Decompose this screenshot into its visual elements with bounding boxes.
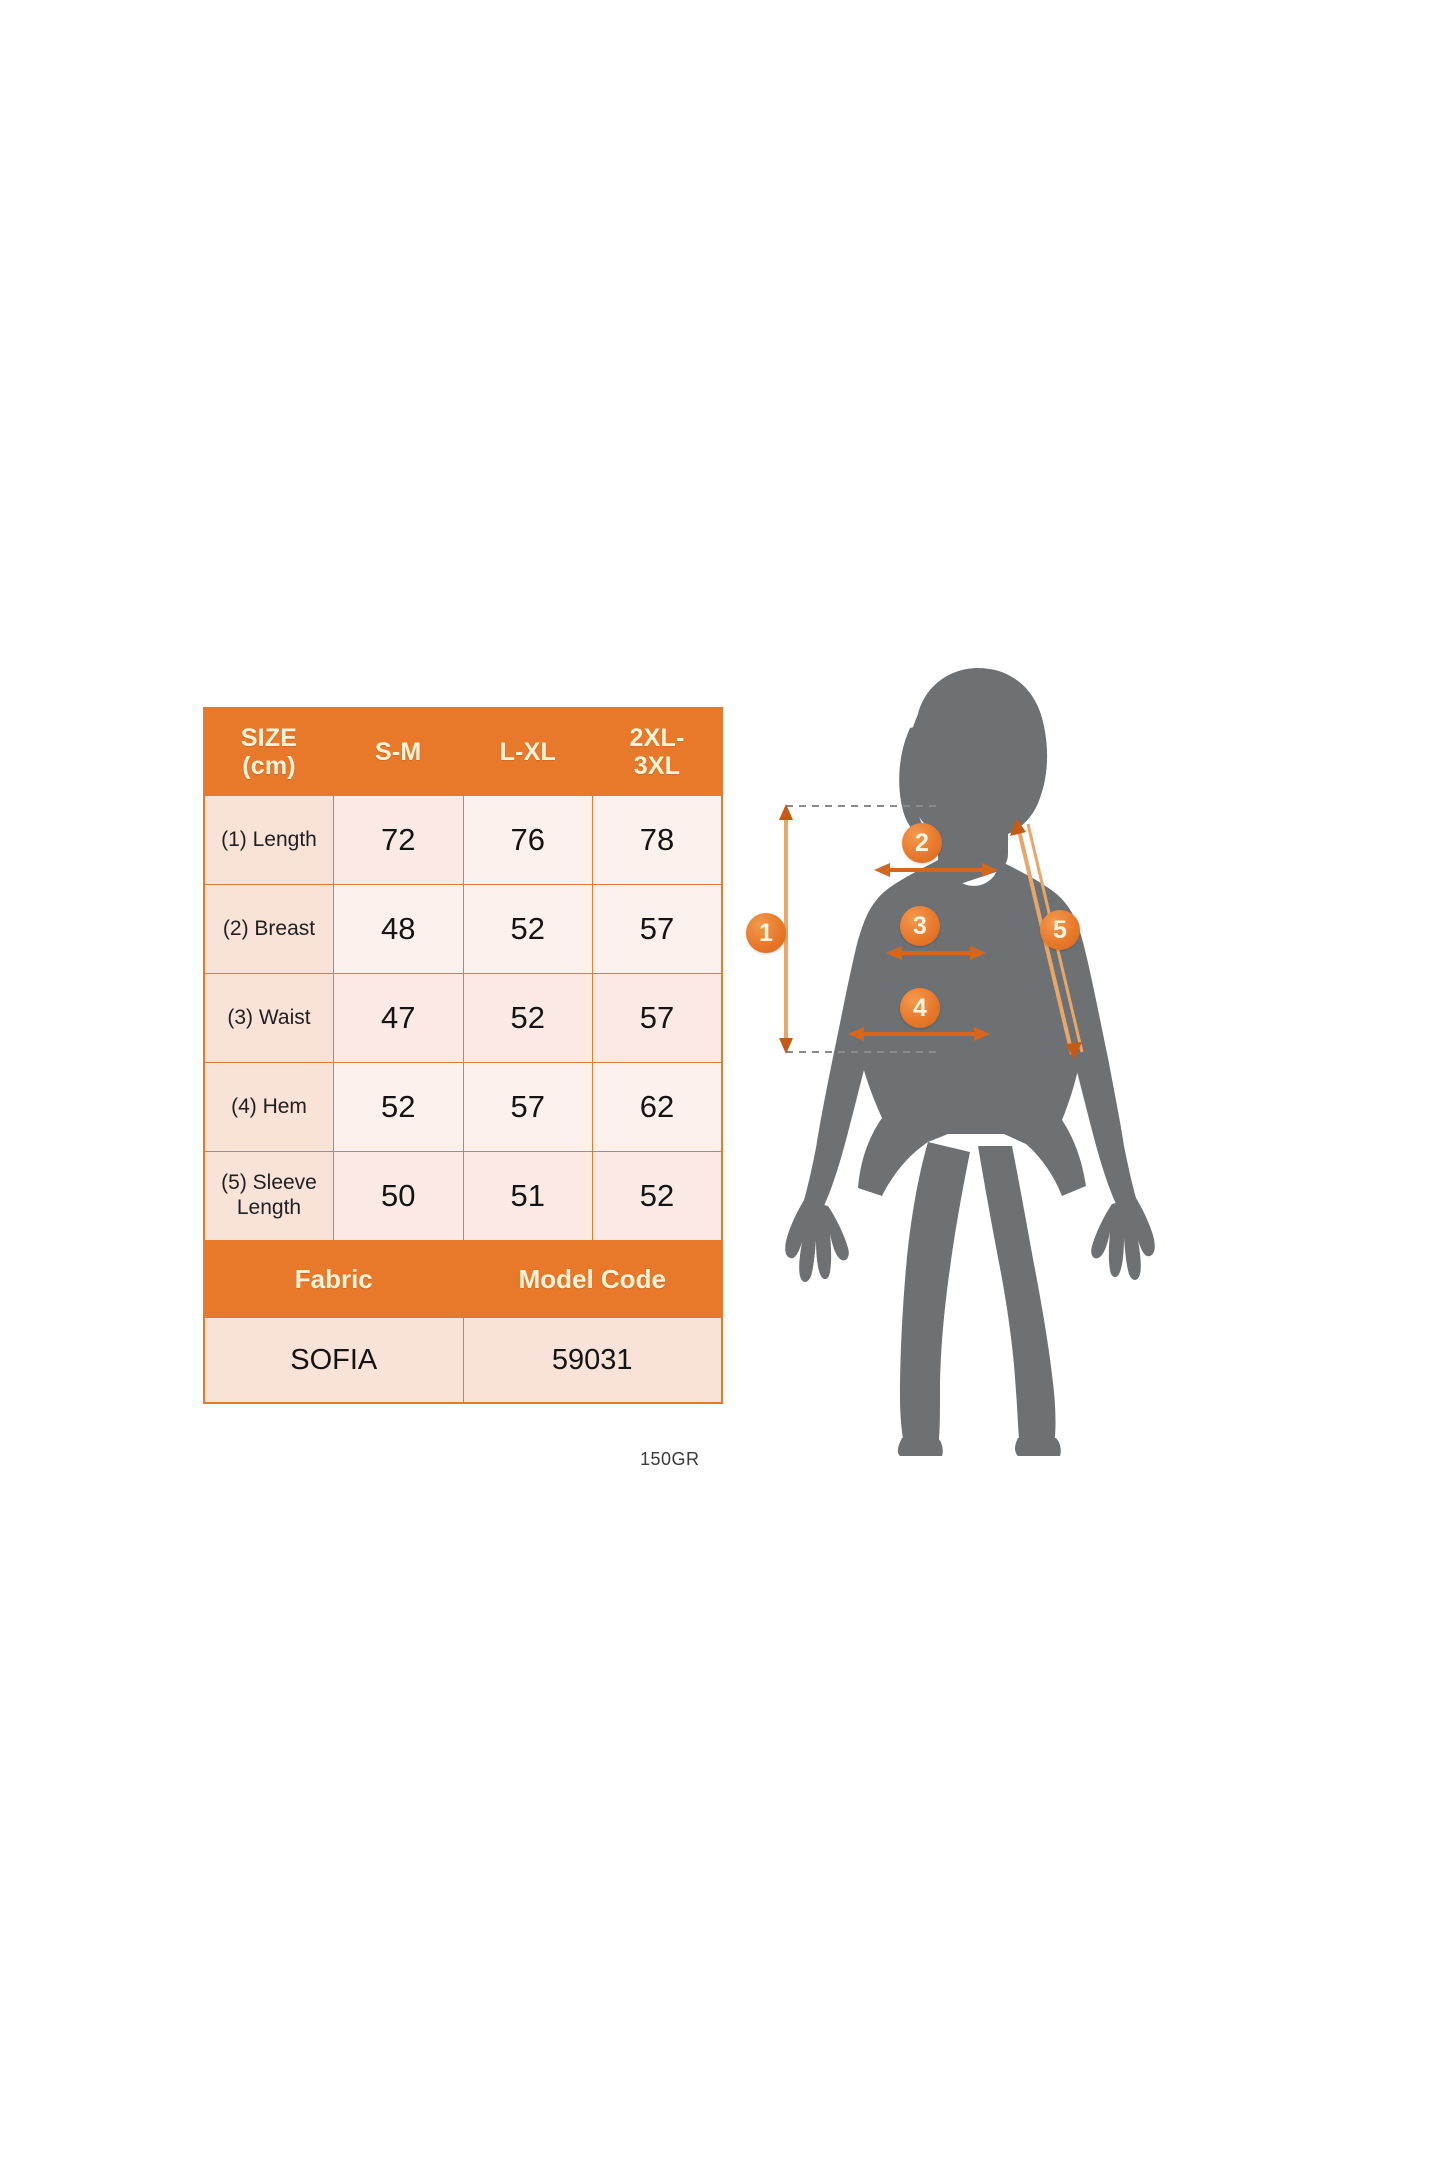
fabric-weight-note: 150GR — [640, 1449, 700, 1469]
cell-sleeve-sm: 50 — [333, 1151, 464, 1241]
header-size-cm: SIZE (cm) — [203, 707, 334, 796]
row-label-breast: (2) Breast — [203, 884, 334, 974]
measure-badge-4: 4 — [900, 988, 940, 1028]
cell-breast-2xl: 57 — [592, 884, 723, 974]
cell-sleeve-2xl: 52 — [592, 1151, 723, 1241]
header-col-2xl-3xl: 2XL- 3XL — [592, 707, 723, 796]
table-row: (1) Length 72 76 78 — [203, 795, 723, 885]
cell-hem-2xl: 62 — [592, 1062, 723, 1152]
cell-length-sm: 72 — [333, 795, 464, 885]
size-chart-table: SIZE (cm) S-M L-XL 2XL- 3XL (1) Length 7… — [203, 707, 723, 1404]
footer-header-fabric: Fabric — [203, 1240, 464, 1318]
cell-waist-sm: 47 — [333, 973, 464, 1063]
cell-breast-lxl: 52 — [462, 884, 593, 974]
length-measure-arrow — [779, 804, 938, 1054]
cell-sleeve-lxl: 51 — [462, 1151, 593, 1241]
footer-header-model-code: Model Code — [462, 1240, 723, 1318]
row-label-waist: (3) Waist — [203, 973, 334, 1063]
header-col-2xl-line2: 3XL — [633, 752, 681, 780]
table-footer-row: SOFIA 59031 — [203, 1317, 723, 1404]
breast-measure-arrow — [874, 863, 998, 877]
cell-hem-lxl: 57 — [462, 1062, 593, 1152]
cell-breast-sm: 48 — [333, 884, 464, 974]
female-silhouette-diagram — [779, 668, 1155, 1456]
measure-badge-1: 1 — [746, 913, 786, 953]
table-header-row: SIZE (cm) S-M L-XL 2XL- 3XL — [203, 707, 723, 796]
header-col-2xl-line1: 2XL- — [629, 723, 685, 752]
row-label-hem: (4) Hem — [203, 1062, 334, 1152]
header-col-sm: S-M — [333, 707, 464, 796]
table-row: (3) Waist 47 52 57 — [203, 973, 723, 1063]
silhouette-body-icon — [785, 668, 1155, 1456]
hem-measure-arrow — [848, 1027, 990, 1041]
table-row: (2) Breast 48 52 57 — [203, 884, 723, 974]
waist-measure-arrow — [886, 946, 986, 960]
table-footer-header-row: Fabric Model Code — [203, 1240, 723, 1318]
header-col-lxl: L-XL — [462, 707, 593, 796]
row-label-sleeve-line1: (5) Sleeve — [221, 1171, 317, 1195]
footer-value-fabric: SOFIA — [203, 1317, 464, 1404]
table-row: (5) Sleeve Length 50 51 52 — [203, 1151, 723, 1241]
header-size-line2: (cm) — [242, 752, 296, 780]
measure-badge-3: 3 — [900, 906, 940, 946]
cell-hem-sm: 52 — [333, 1062, 464, 1152]
footer-value-model-code: 59031 — [462, 1317, 723, 1404]
row-label-length: (1) Length — [203, 795, 334, 885]
measurement-figure: 1 2 3 4 5 — [742, 648, 1182, 1458]
cell-waist-lxl: 52 — [462, 973, 593, 1063]
cell-waist-2xl: 57 — [592, 973, 723, 1063]
cell-length-2xl: 78 — [592, 795, 723, 885]
measure-badge-5: 5 — [1040, 910, 1080, 950]
header-size-line1: SIZE — [240, 723, 298, 752]
row-label-sleeve-length: (5) Sleeve Length — [203, 1151, 334, 1241]
cell-length-lxl: 76 — [462, 795, 593, 885]
row-label-sleeve-line2: Length — [236, 1196, 302, 1219]
table-row: (4) Hem 52 57 62 — [203, 1062, 723, 1152]
measure-badge-2: 2 — [902, 823, 942, 863]
